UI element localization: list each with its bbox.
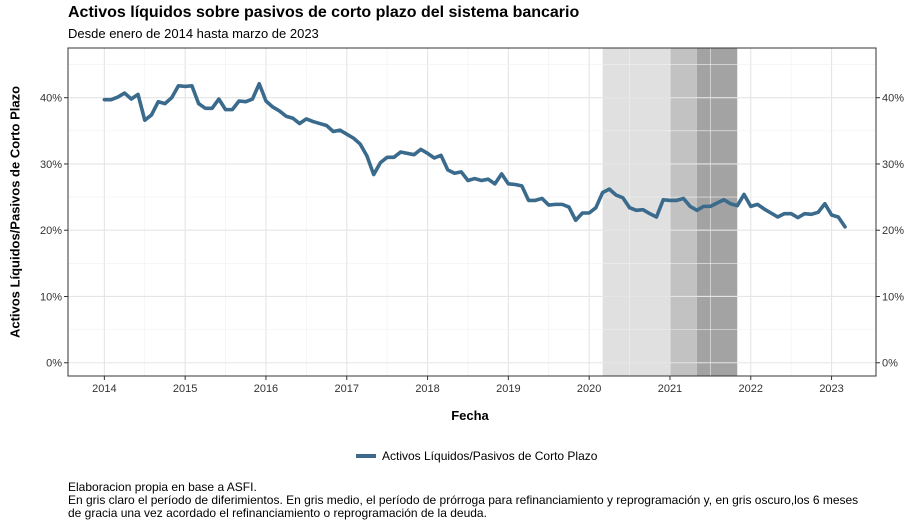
legend-swatch (356, 454, 376, 458)
x-axis-label: Fecha (451, 408, 489, 423)
y-tick-label-left: 30% (40, 159, 62, 171)
x-tick-label: 2016 (254, 383, 278, 395)
x-tick-label: 2022 (739, 383, 763, 395)
y-tick-label-left: 10% (40, 291, 62, 303)
x-axis-ticks: 2014 2015 2016 2017 2018 2019 2020 2021 2022 2023 (92, 376, 844, 395)
legend-label: Activos Líquidos/Pasivos de Corto Plazo (382, 449, 598, 463)
x-tick-label: 2015 (173, 383, 197, 395)
y-tick-label-right: 30% (882, 159, 904, 171)
caption-line-3: de gracia una vez acordado el refinancia… (68, 506, 487, 520)
y-tick-label-left: 0% (46, 358, 62, 370)
y-tick-label-left: 20% (40, 225, 62, 237)
caption: Elaboracion propia en base a ASFI. En gr… (68, 481, 858, 520)
series-line-1 (102, 81, 847, 229)
chart-subtitle: Desde enero de 2014 hasta marzo de 2023 (68, 26, 319, 41)
x-tick-label: 2021 (658, 383, 682, 395)
x-tick-label: 2014 (92, 383, 116, 395)
grid-lines (68, 48, 876, 376)
y-tick-label-right: 10% (882, 291, 904, 303)
plot-frame (67, 47, 877, 377)
y-tick-label-right: 40% (882, 93, 904, 105)
shaded-period-3 (696, 48, 738, 376)
y-tick-label-right: 20% (882, 225, 904, 237)
x-tick-label: 2018 (415, 383, 439, 395)
shaded-period-2 (669, 48, 697, 376)
x-tick-label: 2020 (577, 383, 601, 395)
x-tick-label: 2023 (819, 383, 843, 395)
y-axis-ticks: 0% 0% 10% 10% 20% 20% 30% 30% 40% 40% (40, 93, 904, 370)
caption-line-2: En gris claro el período de diferimiento… (68, 493, 859, 507)
series-lines (102, 81, 847, 229)
caption-line-1: Elaboracion propia en base a ASFI. (68, 480, 257, 494)
y-tick-label-left: 40% (40, 93, 62, 105)
x-tick-label: 2019 (496, 383, 520, 395)
x-tick-label: 2017 (335, 383, 359, 395)
legend: Activos Líquidos/Pasivos de Corto Plazo (356, 449, 597, 463)
shaded-periods (602, 48, 738, 376)
y-tick-label-right: 0% (882, 358, 898, 370)
line-chart: 2014 2015 2016 2017 2018 2019 2020 2021 2022 2023… (40, 47, 904, 395)
chart-title: Activos líquidos sobre pasivos de corto … (68, 4, 580, 21)
